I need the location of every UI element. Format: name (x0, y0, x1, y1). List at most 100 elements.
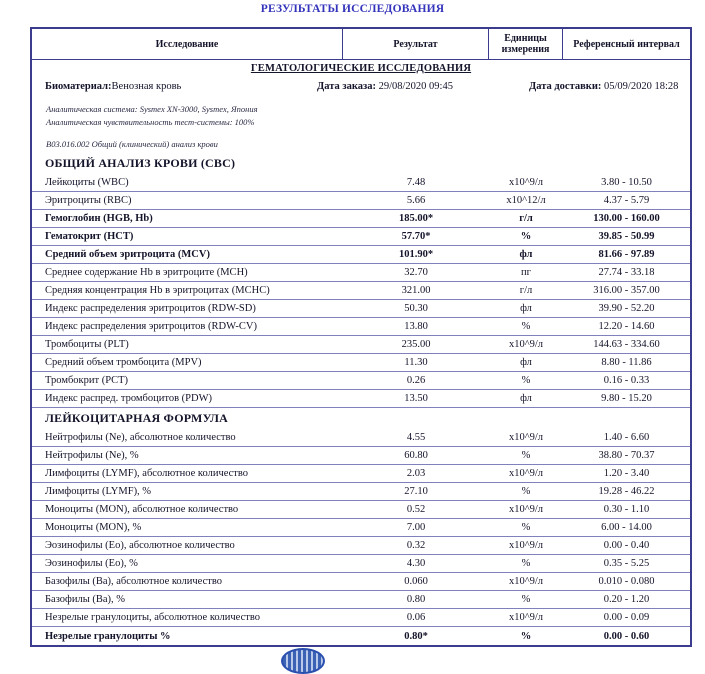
test-reference-interval: 0.16 - 0.33 (603, 375, 650, 386)
test-reference-interval: 0.00 - 0.09 (603, 612, 650, 623)
test-result: 7.00 (406, 522, 426, 533)
test-name: Эозинофилы (Eo), % (45, 558, 138, 569)
table-header-row: Исследование Результат Единицы измерения… (32, 29, 690, 60)
test-name: Эозинофилы (Eo), абсолютное количество (45, 540, 235, 551)
results-rows-container: ОБЩИЙ АНАЛИЗ КРОВИ (CBC) Лейкоциты (WBC)… (32, 153, 690, 645)
test-reference-interval: 0.20 - 1.20 (603, 594, 650, 605)
lab-report-page: РЕЗУЛЬТАТЫ ИССЛЕДОВАНИЯ Исследование Рез… (30, 3, 692, 674)
test-unit: фл (519, 249, 533, 260)
test-result: 32.70 (404, 267, 428, 278)
table-row: Незрелые гранулоциты % 0.80* % 0.00 - 0.… (32, 627, 690, 645)
table-row: Средняя концентрация Hb в эритроцитах (M… (32, 282, 690, 300)
test-result: 0.32 (406, 540, 426, 551)
test-name: Моноциты (MON), абсолютное количество (45, 504, 239, 515)
table-row: Базофилы (Ba), абсолютное количество 0.0… (32, 573, 690, 591)
test-reference-interval: 0.35 - 5.25 (603, 558, 650, 569)
test-reference-interval: 0.010 - 0.080 (598, 576, 655, 587)
test-result: 13.50 (404, 393, 428, 404)
test-reference-interval: 316.00 - 357.00 (593, 285, 660, 296)
test-result: 0.060 (404, 576, 428, 587)
service-code-line: В03.016.002 Общий (клинический) анализ к… (46, 139, 218, 149)
test-reference-interval: 39.85 - 50.99 (598, 231, 655, 242)
test-result: 0.52 (406, 504, 426, 515)
table-row: Гемоглобин (HGB, Hb) 185.00* г/л 130.00 … (32, 210, 690, 228)
table-row: Эритроциты (RBC) 5.66 x10^12/л 4.37 - 5.… (32, 192, 690, 210)
test-unit: фл (520, 393, 532, 404)
test-reference-interval: 130.00 - 160.00 (593, 213, 660, 224)
results-table: Исследование Результат Единицы измерения… (30, 27, 692, 647)
table-row: Средний объем тромбоцита (MPV) 11.30 фл … (32, 354, 690, 372)
test-reference-interval: 144.63 - 334.60 (593, 339, 660, 350)
analytical-system-line: Аналитическая система: Sysmex XN-3000, S… (46, 104, 258, 114)
test-unit: x10^9/л (508, 339, 544, 350)
test-unit: x10^9/л (508, 612, 544, 623)
test-unit: % (521, 594, 531, 605)
test-name: Тромбокрит (PCT) (45, 375, 128, 386)
test-name: Индекс распределения эритроцитов (RDW-CV… (45, 321, 257, 332)
test-name: Нейтрофилы (Ne), % (45, 450, 139, 461)
test-name: Тромбоциты (PLT) (45, 339, 129, 350)
specimen-meta-row: Биоматериал:Венозная кровь Дата заказа: … (32, 77, 690, 96)
table-row: Средний объем эритроцита (MCV) 101.90* ф… (32, 246, 690, 264)
test-name: Средняя концентрация Hb в эритроцитах (M… (45, 285, 270, 296)
table-row: Индекс распределения эритроцитов (RDW-CV… (32, 318, 690, 336)
test-reference-interval: 19.28 - 46.22 (598, 486, 655, 497)
test-unit: г/л (519, 285, 533, 296)
order-date-value: 29/08/2020 09:45 (378, 81, 453, 92)
test-name: Нейтрофилы (Ne), абсолютное количество (45, 432, 236, 443)
test-unit: % (521, 321, 531, 332)
biomaterial-field: Биоматериал:Венозная кровь (32, 81, 317, 92)
test-unit: x10^12/л (506, 195, 546, 206)
group-header: ЛЕЙКОЦИТАРНАЯ ФОРМУЛА (45, 411, 228, 425)
test-unit: x10^9/л (508, 504, 544, 515)
table-row: Эозинофилы (Eo), % 4.30 % 0.35 - 5.25 (32, 555, 690, 573)
test-name: Гемоглобин (HGB, Hb) (45, 213, 153, 224)
test-name: Лимфоциты (LYMF), % (45, 486, 152, 497)
test-result: 50.30 (404, 303, 428, 314)
test-unit: x10^9/л (508, 432, 544, 443)
test-reference-interval: 3.80 - 10.50 (601, 177, 652, 188)
test-unit: x10^9/л (508, 540, 544, 551)
table-row: Индекс распределения эритроцитов (RDW-SD… (32, 300, 690, 318)
test-result: 60.80 (404, 450, 428, 461)
analytical-sensitivity-line: Аналитическая чувствительность тест-сист… (46, 117, 255, 127)
table-row: Нейтрофилы (Ne), абсолютное количество 4… (32, 429, 690, 447)
test-result: 5.66 (406, 195, 426, 206)
test-result: 7.48 (406, 177, 426, 188)
test-result: 101.90* (398, 249, 434, 260)
table-row: Среднее содержание Hb в эритроците (MCH)… (32, 264, 690, 282)
table-row: Индекс распред. тромбоцитов (PDW) 13.50 … (32, 390, 690, 408)
test-result: 13.80 (404, 321, 428, 332)
test-unit: % (521, 522, 531, 533)
test-unit: x10^9/л (508, 576, 544, 587)
test-name: Средний объем эритроцита (MCV) (45, 249, 210, 260)
test-result: 11.30 (404, 357, 428, 368)
stamp-seal-partial (281, 648, 325, 674)
test-reference-interval: 12.20 - 14.60 (598, 321, 655, 332)
test-reference-interval: 27.74 - 33.18 (598, 267, 655, 278)
test-reference-interval: 6.00 - 14.00 (601, 522, 652, 533)
test-result: 0.26 (406, 375, 426, 386)
test-name: Средний объем тромбоцита (MPV) (45, 357, 202, 368)
column-header-result: Результат (343, 29, 489, 59)
test-reference-interval: 0.30 - 1.10 (603, 504, 650, 515)
biomaterial-value: Венозная кровь (111, 81, 182, 92)
test-reference-interval: 81.66 - 97.89 (598, 249, 655, 260)
table-row: Моноциты (MON), абсолютное количество 0.… (32, 501, 690, 519)
test-reference-interval: 4.37 - 5.79 (603, 195, 650, 206)
hematology-section-title: ГЕМАТОЛОГИЧЕСКИЕ ИССЛЕДОВАНИЯ (250, 63, 472, 74)
order-date-label: Дата заказа: (317, 81, 376, 92)
group-header: ОБЩИЙ АНАЛИЗ КРОВИ (CBC) (45, 156, 236, 170)
biomaterial-label: Биоматериал: (45, 81, 112, 92)
test-name: Базофилы (Ba), % (45, 594, 126, 605)
test-reference-interval: 9.80 - 15.20 (601, 393, 652, 404)
column-header-test: Исследование (32, 29, 343, 59)
test-reference-interval: 0.00 - 0.40 (603, 540, 650, 551)
test-unit: % (521, 558, 531, 569)
test-result: 185.00* (398, 213, 434, 224)
test-unit: пг (521, 267, 531, 278)
test-reference-interval: 1.40 - 6.60 (603, 432, 650, 443)
test-reference-interval: 8.80 - 11.86 (601, 357, 652, 368)
table-row: Базофилы (Ba), % 0.80 % 0.20 - 1.20 (32, 591, 690, 609)
column-header-reference-interval: Референсный интервал (573, 38, 680, 50)
